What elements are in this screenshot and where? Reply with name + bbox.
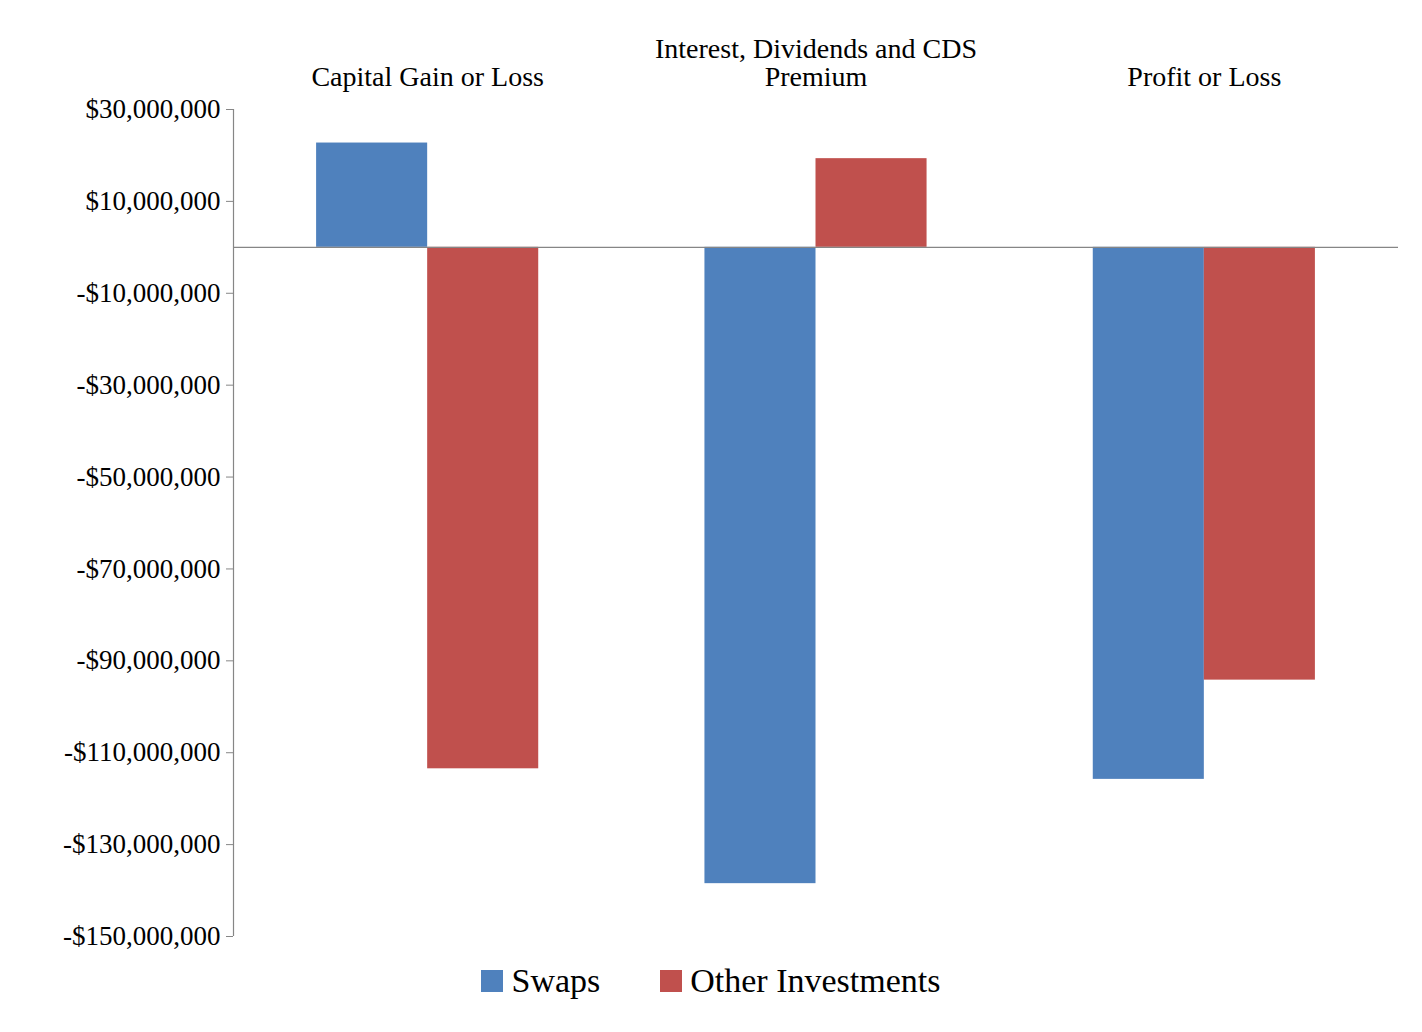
svg-text:Interest, Dividends and CDSPre: Interest, Dividends and CDSPremium bbox=[655, 33, 977, 92]
svg-text:Capital Gain or Loss: Capital Gain or Loss bbox=[311, 61, 544, 92]
svg-text:-$110,000,000: -$110,000,000 bbox=[64, 737, 221, 767]
html-text:Swaps: Swaps bbox=[511, 962, 601, 999]
html-text:Other Investments: Other Investments bbox=[690, 962, 941, 999]
svg-text:-$10,000,000: -$10,000,000 bbox=[77, 278, 221, 308]
svg-text:-$150,000,000: -$150,000,000 bbox=[63, 921, 221, 951]
svg-text:-$50,000,000: -$50,000,000 bbox=[77, 462, 221, 492]
svg-text:-$30,000,000: -$30,000,000 bbox=[77, 370, 221, 400]
svg-text:-$130,000,000: -$130,000,000 bbox=[63, 829, 221, 859]
svg-text:-$70,000,000: -$70,000,000 bbox=[77, 554, 221, 584]
svg-text:Profit or Loss: Profit or Loss bbox=[1127, 61, 1281, 92]
svg-text:-$90,000,000: -$90,000,000 bbox=[77, 645, 221, 675]
svg-text:$30,000,000: $30,000,000 bbox=[86, 94, 221, 124]
svg-text:$10,000,000: $10,000,000 bbox=[86, 186, 221, 216]
